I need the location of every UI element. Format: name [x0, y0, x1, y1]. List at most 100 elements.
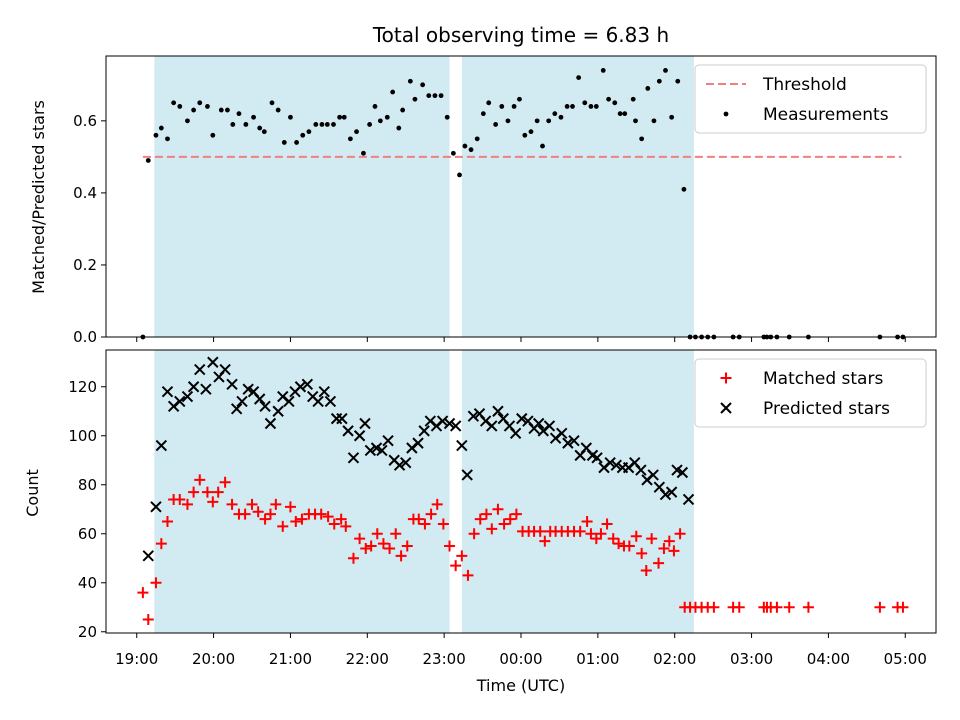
- x-tick-label-19:00: 19:00: [115, 650, 158, 668]
- measurements-point-9: [197, 100, 203, 106]
- matched-stars-point-49: [444, 540, 456, 552]
- predicted-stars-point-86: [659, 488, 672, 501]
- measurements-point-68: [558, 114, 564, 120]
- measurements-point-30: [331, 122, 336, 127]
- matched-stars-point-86: [658, 542, 670, 554]
- measurements-point-80: [630, 96, 636, 102]
- matched-stars-point-55: [480, 508, 492, 520]
- predicted-stars-point-40: [382, 434, 394, 447]
- predicted-stars-point-62: [516, 412, 528, 425]
- matched-stars-point-80: [623, 540, 635, 552]
- measurements-point-71: [576, 75, 582, 81]
- measurements-point-51: [457, 172, 462, 178]
- matched-stars-point-52: [462, 569, 474, 581]
- matched-stars-point-45: [419, 518, 431, 530]
- matched-stars-point-76: [601, 518, 613, 530]
- matched-stars-point-31: [335, 513, 347, 525]
- measurements-point-25: [300, 132, 306, 138]
- x-tick-label-01:00: 01:00: [576, 650, 619, 668]
- predicted-stars-point-45: [412, 437, 424, 449]
- matched-stars-point-4: [161, 516, 173, 528]
- measurements-point-76: [606, 96, 612, 102]
- predicted-stars-point-54: [467, 410, 480, 422]
- measurements-point-47: [432, 93, 438, 99]
- measurements-point-43: [407, 78, 413, 84]
- measurements-point-84: [651, 118, 657, 124]
- predicted-stars-point-18: [253, 393, 266, 405]
- x-tick-label-05:00: 05:00: [884, 650, 927, 668]
- bottom-y-tick-label-100: 100: [68, 427, 97, 445]
- matched-stars-point-21: [270, 498, 282, 510]
- matched-stars-point-7: [181, 498, 193, 510]
- predicted-stars-point-58: [492, 405, 504, 417]
- measurements-point-75: [600, 68, 606, 73]
- legend-measurements-label: Measurements: [763, 105, 889, 125]
- legend-matched-stars-symbol: [720, 372, 732, 384]
- legend-threshold-label: Threshold: [762, 75, 847, 95]
- measurements-point-6: [177, 104, 183, 109]
- predicted-stars-point-37: [364, 444, 377, 457]
- matched-stars-point-72: [581, 516, 593, 528]
- measurements-point-14: [230, 122, 236, 127]
- measurements-point-11: [210, 132, 216, 138]
- measurements-point-4: [165, 136, 170, 142]
- measurements-point-61: [517, 96, 522, 102]
- bottom-panel: 20 40 60 80 100 120: [68, 349, 937, 641]
- measurements-point-8: [191, 107, 197, 113]
- top-legend-box: [694, 64, 927, 134]
- measurements-point-33: [347, 136, 353, 142]
- measurements-point-63: [528, 129, 534, 135]
- measurements-point-70: [570, 104, 575, 109]
- x-tick-label-21:00: 21:00: [269, 650, 312, 668]
- matched-stars-point-103: [802, 601, 814, 613]
- measurements-point-64: [534, 118, 540, 124]
- predicted-stars-point-23: [283, 395, 295, 408]
- measurements-point-69: [564, 104, 570, 109]
- top-y-tick-label-0.4: 0.4: [73, 184, 97, 202]
- matched-stars-point-65: [539, 535, 551, 547]
- matched-stars-point-42: [401, 540, 413, 552]
- matched-stars-point-97: [733, 601, 745, 613]
- predicted-stars-point-35: [353, 430, 366, 442]
- measurements-point-23: [288, 114, 293, 120]
- measurements-point-19: [261, 129, 267, 135]
- matched-stars-point-48: [437, 518, 449, 530]
- matched-stars-point-39: [384, 542, 396, 554]
- predicted-stars-point-61: [509, 427, 522, 440]
- predicted-stars-point-14: [230, 403, 243, 415]
- measurements-point-79: [622, 111, 628, 117]
- matched-stars-point-57: [492, 503, 504, 515]
- bottom-y-tick-label-40: 40: [78, 574, 97, 592]
- matched-stars-point-77: [607, 533, 619, 545]
- predicted-stars-point-34: [347, 452, 360, 464]
- measurements-point-36: [367, 122, 373, 127]
- matched-stars-point-40: [390, 528, 402, 540]
- measurements-point-54: [474, 136, 480, 142]
- x-tick-label-02:00: 02:00: [653, 650, 696, 668]
- matched-stars-point-54: [474, 513, 486, 525]
- predicted-stars-point-0: [142, 550, 154, 562]
- matched-stars-point-75: [595, 528, 607, 540]
- predicted-stars-point-78: [610, 459, 623, 471]
- matched-stars-point-16: [239, 508, 251, 520]
- predicted-stars-point-89: [676, 466, 689, 479]
- matched-stars-point-23: [284, 501, 296, 513]
- matched-stars-point-84: [646, 533, 658, 545]
- x-axis-label: Time (UTC): [476, 676, 565, 695]
- x-tick-label-22:00: 22:00: [346, 650, 389, 668]
- measurements-point-44: [412, 96, 418, 102]
- matched-stars-point-95: [708, 601, 720, 613]
- matched-stars-point-104: [874, 601, 886, 613]
- measurements-point-52: [462, 143, 468, 149]
- measurements-point-39: [384, 114, 390, 120]
- matched-stars-point-58: [498, 518, 510, 530]
- matched-stars-point-102: [783, 601, 795, 613]
- matched-stars-point-83: [640, 565, 652, 577]
- measurements-point-67: [552, 111, 558, 117]
- matched-stars-point-14: [226, 498, 238, 510]
- predicted-stars-point-75: [591, 452, 603, 464]
- top-panel-y-label: Matched/Predicted stars: [29, 100, 48, 294]
- predicted-stars-point-84: [647, 469, 659, 481]
- measurements-point-49: [444, 114, 450, 120]
- matched-stars-point-11: [207, 496, 219, 508]
